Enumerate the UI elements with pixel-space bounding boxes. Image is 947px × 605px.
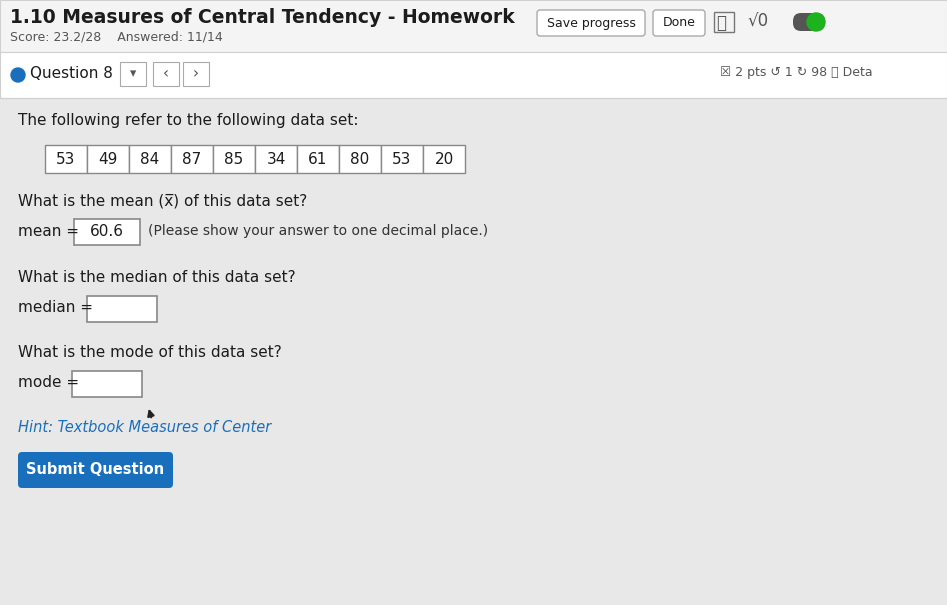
FancyBboxPatch shape	[793, 13, 825, 31]
Text: ⎙: ⎙	[716, 14, 726, 32]
Bar	[381, 145, 423, 173]
Bar	[183, 62, 209, 86]
Circle shape	[807, 13, 825, 31]
Bar	[87, 296, 157, 322]
FancyBboxPatch shape	[18, 452, 173, 488]
Bar	[171, 145, 213, 173]
Text: The following refer to the following data set:: The following refer to the following dat…	[18, 113, 359, 128]
Text: √0: √0	[748, 13, 769, 31]
Text: What is the mode of this data set?: What is the mode of this data set?	[18, 345, 282, 360]
Text: ▾: ▾	[130, 68, 136, 80]
Bar	[297, 145, 339, 173]
Text: 53: 53	[56, 151, 76, 166]
Bar	[0, 52, 947, 98]
Text: Score: 23.2/28    Answered: 11/14: Score: 23.2/28 Answered: 11/14	[10, 30, 223, 43]
Text: What is the mean (x̅) of this data set?: What is the mean (x̅) of this data set?	[18, 193, 307, 208]
Text: 53: 53	[392, 151, 412, 166]
Bar	[153, 62, 179, 86]
Text: What is the median of this data set?: What is the median of this data set?	[18, 270, 295, 285]
Bar	[120, 62, 146, 86]
Bar	[213, 145, 255, 173]
Text: 60.6: 60.6	[90, 224, 124, 240]
Text: ☒ 2 pts ↺ 1 ↻ 98 ⓘ Deta: ☒ 2 pts ↺ 1 ↻ 98 ⓘ Deta	[720, 66, 872, 79]
Text: Question 8: Question 8	[30, 66, 113, 81]
Bar	[45, 145, 87, 173]
Bar	[74, 219, 140, 245]
Text: 80: 80	[350, 151, 369, 166]
Text: median =: median =	[18, 300, 93, 315]
Text: 85: 85	[224, 151, 243, 166]
Text: ‹: ‹	[163, 67, 169, 82]
Text: 1.10 Measures of Central Tendency - Homework: 1.10 Measures of Central Tendency - Home…	[10, 8, 515, 27]
Bar	[87, 145, 129, 173]
Circle shape	[11, 68, 25, 82]
Text: 84: 84	[140, 151, 160, 166]
Bar	[0, 98, 947, 605]
Text: 34: 34	[266, 151, 286, 166]
Text: 61: 61	[309, 151, 328, 166]
Text: Save progress: Save progress	[546, 16, 635, 30]
Text: Submit Question: Submit Question	[26, 462, 164, 477]
Text: mode =: mode =	[18, 375, 80, 390]
Bar	[255, 145, 297, 173]
Text: 49: 49	[98, 151, 117, 166]
Bar	[339, 145, 381, 173]
Text: 20: 20	[435, 151, 454, 166]
Bar	[0, 0, 947, 52]
Bar	[714, 12, 734, 32]
Text: (Please show your answer to one decimal place.): (Please show your answer to one decimal …	[148, 224, 488, 238]
FancyBboxPatch shape	[537, 10, 645, 36]
Bar	[72, 371, 142, 397]
Text: ›: ›	[193, 67, 199, 82]
Text: mean =: mean =	[18, 224, 79, 239]
Bar	[129, 145, 171, 173]
Bar	[423, 145, 465, 173]
Text: Hint: Textbook Measures of Center: Hint: Textbook Measures of Center	[18, 420, 271, 435]
Text: 87: 87	[183, 151, 202, 166]
Text: Done: Done	[663, 16, 695, 30]
FancyBboxPatch shape	[653, 10, 705, 36]
